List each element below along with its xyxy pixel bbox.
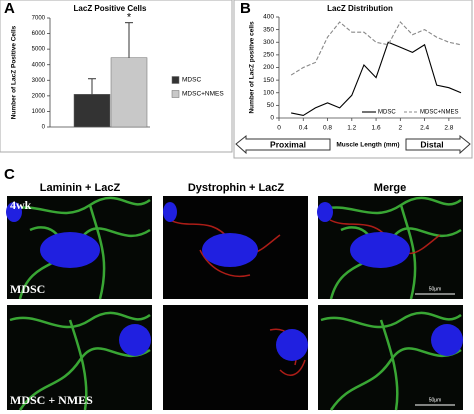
annotation: Distal <box>420 139 443 149</box>
legend-label: MDSC+NMES <box>182 91 224 98</box>
x-tick-label: 1.6 <box>372 125 381 132</box>
significance: * <box>127 12 132 24</box>
panel-b-frame <box>233 0 473 159</box>
y-tick-label: 100 <box>263 89 274 96</box>
y-tick-label: 5000 <box>32 47 46 53</box>
x-tick-label: 2.8 <box>444 125 453 132</box>
panel-a-frame <box>0 0 233 153</box>
micrographs <box>6 196 463 411</box>
chart-title: LacZ Positive Cells <box>74 4 147 13</box>
time-label: 4wk <box>10 198 32 212</box>
y-tick-label: 4000 <box>32 62 46 68</box>
bar <box>110 57 148 128</box>
y-tick-label: 0 <box>270 115 274 122</box>
x-tick-label: 2.4 <box>420 125 429 132</box>
arrow-left <box>235 134 331 155</box>
annotation: Proximal <box>270 139 306 149</box>
panel-label: A <box>4 0 15 17</box>
x-axis-label: Muscle Length (mm) <box>336 142 399 149</box>
y-tick-label: 6000 <box>32 31 46 37</box>
scale-bar-label: 50μm <box>429 397 442 403</box>
y-tick-label: 1000 <box>32 109 46 115</box>
x-tick-label: 1.2 <box>347 125 356 132</box>
y-axis-label: Number of LacZ Positive Cells <box>11 25 18 119</box>
series-line <box>290 21 462 76</box>
column-header: Merge <box>374 182 406 194</box>
x-tick-label: 0.8 <box>323 125 332 132</box>
y-axis-label: Number of LacZ positive cells <box>249 21 256 113</box>
y-tick-label: 350 <box>263 26 274 33</box>
row-label: MDSC + NMES <box>10 393 93 407</box>
panel-label: C <box>4 166 15 183</box>
scale-bar-label: 50μm <box>429 286 442 292</box>
chart-title: LacZ Distribution <box>327 4 393 13</box>
y-tick-label: 2000 <box>32 93 46 99</box>
y-tick-label: 300 <box>263 39 274 46</box>
legend-swatch <box>171 90 180 98</box>
y-tick-label: 400 <box>263 14 274 21</box>
y-tick-label: 250 <box>263 52 274 59</box>
y-tick-label: 3000 <box>32 78 46 84</box>
series-line <box>291 41 462 117</box>
panel-label: B <box>240 0 251 17</box>
arrow-right <box>405 134 471 155</box>
y-tick-label: 7000 <box>32 16 46 22</box>
y-tick-label: 150 <box>263 77 274 84</box>
bar <box>73 94 111 128</box>
y-tick-label: 0 <box>42 125 46 131</box>
legend-label: MDSC+NMES <box>420 110 459 116</box>
legend-label: MDSC <box>378 110 396 116</box>
legend-swatch <box>171 76 180 84</box>
row-label: MDSC <box>10 282 45 296</box>
column-header: Dystrophin + LacZ <box>188 182 285 194</box>
x-tick-label: 2 <box>399 125 403 132</box>
y-tick-label: 200 <box>263 64 274 71</box>
column-header: Laminin + LacZ <box>40 182 121 194</box>
legend-label: MDSC <box>182 77 201 84</box>
x-tick-label: 0.4 <box>299 125 308 132</box>
y-tick-label: 50 <box>267 102 275 109</box>
x-tick-label: 0 <box>277 125 281 132</box>
